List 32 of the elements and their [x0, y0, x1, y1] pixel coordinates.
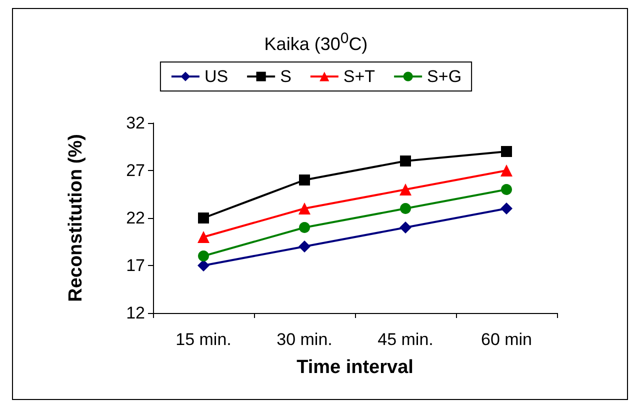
- legend-label: US: [204, 67, 228, 86]
- point: [500, 164, 512, 176]
- point: [500, 202, 512, 214]
- x-tick-label: 15 min.: [176, 330, 232, 349]
- y-tick-label: 27: [126, 161, 145, 180]
- legend-label: S+T: [343, 67, 376, 86]
- x-tick-label: 60 min: [480, 330, 532, 349]
- point: [400, 203, 411, 214]
- point: [299, 222, 310, 233]
- y-tick-label: 32: [126, 114, 145, 132]
- point: [400, 222, 412, 234]
- point: [501, 184, 512, 195]
- legend-label: S: [280, 67, 292, 86]
- x-axis-title: Time interval: [296, 357, 414, 378]
- point: [298, 240, 310, 252]
- x-tick-label: 45 min.: [378, 330, 434, 349]
- point: [198, 250, 209, 262]
- x-tick-label: 30 min.: [276, 330, 332, 349]
- y-axis-title: Reconstitution (%): [66, 134, 86, 302]
- y-tick-label: 12: [126, 304, 145, 322]
- y-tick-label: 22: [126, 208, 145, 228]
- point: [400, 156, 411, 166]
- point: [198, 260, 210, 272]
- point: [298, 202, 310, 214]
- y-tick-label: 17: [126, 256, 145, 275]
- point: [400, 184, 412, 196]
- point: [198, 231, 210, 243]
- point: [501, 146, 512, 157]
- chart-title: Kaika (30$^{0}$C): [263, 30, 369, 55]
- legend-label: S+G: [427, 67, 462, 86]
- point: [299, 174, 310, 186]
- point: [198, 212, 209, 224]
